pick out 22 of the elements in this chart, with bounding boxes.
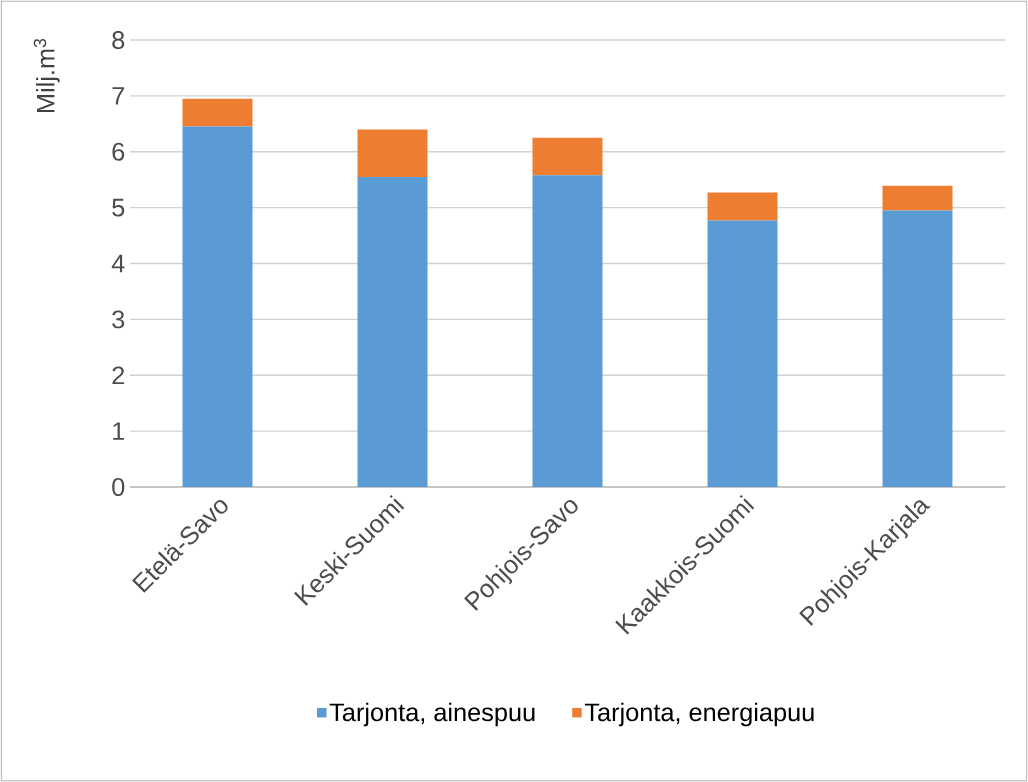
bar <box>707 192 778 221</box>
bar <box>882 185 953 211</box>
bar <box>707 220 778 487</box>
y-tick-label: 3 <box>112 310 125 329</box>
y-tick-label: 6 <box>112 142 125 161</box>
y-tick-label: 1 <box>113 422 125 440</box>
bar <box>532 137 603 176</box>
legend-label: Tarjonta, energiapuu <box>584 702 814 727</box>
y-tick-label: 8 <box>112 31 125 49</box>
y-tick-label: 4 <box>111 254 125 273</box>
bar <box>532 175 603 487</box>
bar <box>357 129 428 177</box>
y-axis-title: Milj.m$^{3}$ <box>33 38 60 113</box>
bar <box>182 126 253 487</box>
bar <box>882 210 953 487</box>
y-tick-label: 2 <box>112 366 125 385</box>
bar <box>182 98 253 127</box>
y-tick-label: 7 <box>112 87 125 105</box>
bar <box>357 176 428 487</box>
y-tick-label: 5 <box>112 198 125 217</box>
legend-label: Tarjonta, ainespuu <box>329 702 535 727</box>
y-tick-label: 0 <box>112 478 125 496</box>
